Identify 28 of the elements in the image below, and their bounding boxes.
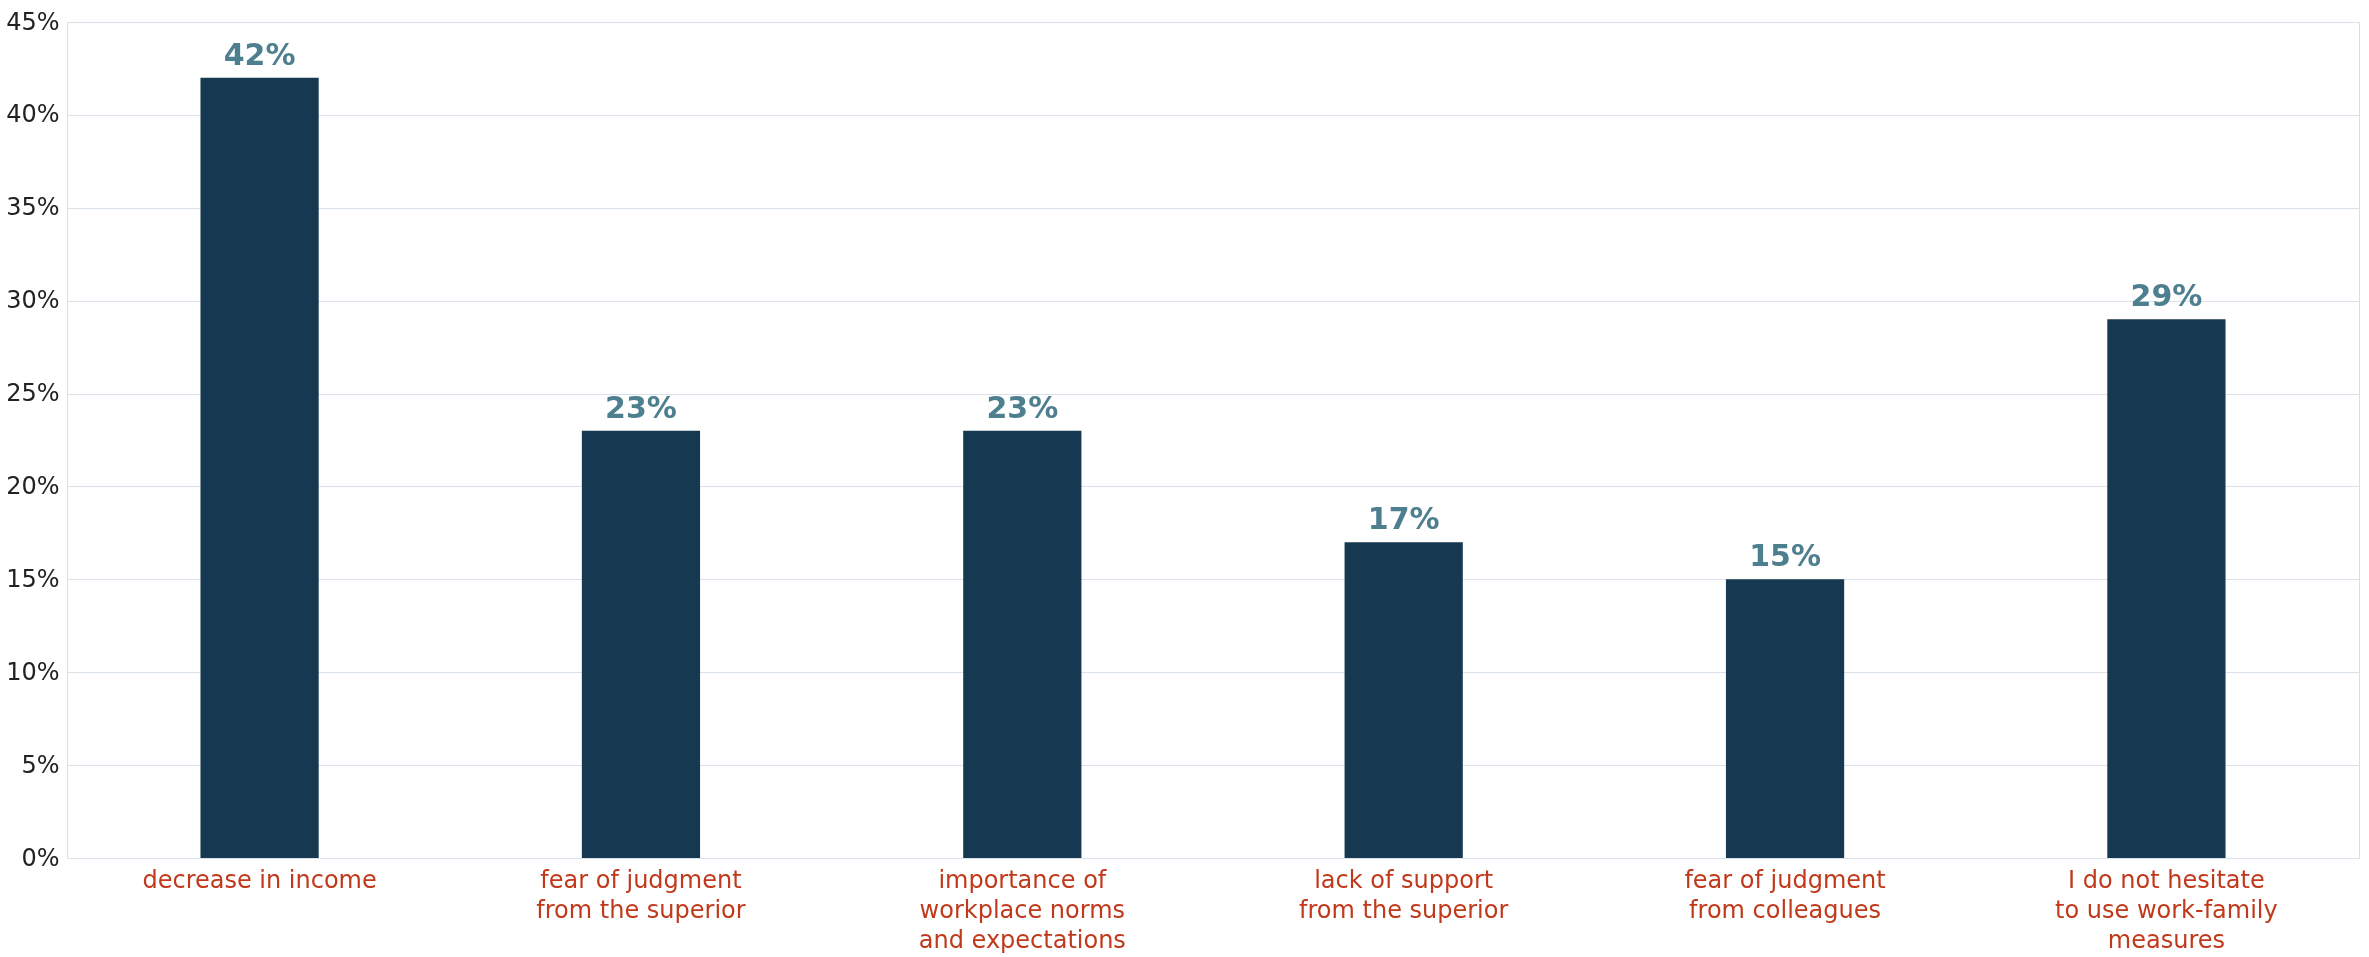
data-label: 42% xyxy=(223,36,296,72)
x-tick-label: fear of judgment from colleagues xyxy=(1684,865,1886,924)
x-tick-label: lack of support from the superior xyxy=(1299,865,1509,924)
data-label: 23% xyxy=(986,389,1059,425)
y-tick-label: 0% xyxy=(21,843,60,872)
y-tick-label: 30% xyxy=(6,286,60,315)
x-tick-label: importance of workplace norms and expectations xyxy=(918,865,1126,954)
data-label: 17% xyxy=(1367,501,1440,537)
bar xyxy=(200,77,319,858)
bar xyxy=(963,430,1082,858)
data-label: 15% xyxy=(1749,538,1821,574)
y-tick-label: 40% xyxy=(6,100,60,129)
y-tick-label: 35% xyxy=(6,193,60,222)
bar xyxy=(1344,542,1463,858)
data-label: 29% xyxy=(2130,278,2203,314)
y-tick-label: 25% xyxy=(6,379,60,408)
y-tick-label: 5% xyxy=(21,750,60,779)
bar xyxy=(581,430,701,858)
x-tick-label: decrease in income xyxy=(142,865,377,894)
y-tick-label: 45% xyxy=(6,7,60,36)
y-tick-label: 10% xyxy=(6,657,60,686)
y-tick-label: 15% xyxy=(6,564,60,593)
x-tick-label: I do not hesitate to use work-family measures xyxy=(2055,865,2278,954)
x-tick-label: fear of judgment from the superior xyxy=(536,865,746,924)
y-tick-label: 20% xyxy=(6,471,60,500)
bar xyxy=(1725,579,1845,858)
data-label: 23% xyxy=(605,389,677,425)
bar xyxy=(2107,319,2226,858)
